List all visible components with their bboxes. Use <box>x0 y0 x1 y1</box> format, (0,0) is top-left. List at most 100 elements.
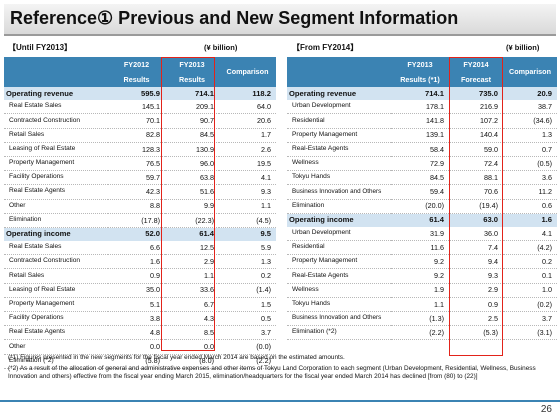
table-row: Property Management 139.1 140.4 1.3 <box>287 128 557 143</box>
row-value-1: 1.9 <box>391 283 449 298</box>
row-value-1: 84.5 <box>391 170 449 186</box>
row-value-2: 0.9 <box>449 297 503 313</box>
right-table-unit: (¥ billion) <box>506 43 540 52</box>
right-header-col2-type: Forecast <box>449 72 503 87</box>
row-value-1: (1.3) <box>391 311 449 327</box>
row-value-1: 61.4 <box>391 213 449 227</box>
row-value-1: 128.3 <box>108 142 165 157</box>
row-value-2: 84.5 <box>165 128 219 143</box>
row-comparison: 118.2 <box>219 87 276 101</box>
row-value-2: 0.0 <box>165 339 219 355</box>
row-value-2: 33.6 <box>165 283 219 298</box>
row-label: Operating revenue <box>287 87 391 101</box>
row-label: Operating income <box>287 213 391 227</box>
row-value-1: (17.8) <box>108 213 165 228</box>
row-value-1: 178.1 <box>391 100 449 115</box>
row-value-1: 72.9 <box>391 156 449 172</box>
row-label: Wellness <box>287 283 391 298</box>
left-header-col2-year: FY2013 <box>165 57 219 72</box>
table-section-row: Operating income 61.4 63.0 1.6 <box>287 213 557 227</box>
row-value-2: 90.7 <box>165 113 219 129</box>
row-value-2: 8.5 <box>165 325 219 341</box>
left-segment-table: FY2012 FY2013 Comparison Results Results… <box>4 57 276 369</box>
row-label: Facility Operations <box>4 311 108 327</box>
row-label: Tokyu Hands <box>287 297 391 313</box>
table-row: Other 0.0 0.0 (0.0) <box>4 339 276 355</box>
table-row: Real-Estate Agents 9.2 9.3 0.1 <box>287 268 557 284</box>
row-label: Retail Sales <box>4 268 108 284</box>
row-comparison: 0.5 <box>219 311 276 327</box>
row-comparison: 0.2 <box>219 268 276 284</box>
left-table-caption: 【Until FY2013】 <box>8 43 73 52</box>
table-row: Property Management 5.1 6.7 1.5 <box>4 297 276 313</box>
table-row: Leasing of Real Estate 35.0 33.6 (1.4) <box>4 283 276 298</box>
row-value-1: 52.0 <box>108 227 165 242</box>
row-value-1: 9.2 <box>391 254 449 270</box>
row-comparison: 5.9 <box>219 241 276 256</box>
row-comparison: 4.1 <box>219 170 276 186</box>
row-value-1: 11.6 <box>391 240 449 256</box>
table-row: Business Innovation and Others 59.4 70.6 11… <box>287 184 557 200</box>
row-comparison: 1.5 <box>219 297 276 313</box>
right-header-label <box>287 57 391 87</box>
row-value-2: 714.1 <box>165 87 219 101</box>
right-table-caption: 【From FY2014】 <box>292 43 359 52</box>
row-comparison: (3.1) <box>503 325 557 341</box>
row-comparison: 11.2 <box>503 184 557 200</box>
row-comparison: 0.6 <box>503 199 557 214</box>
row-value-1: 59.7 <box>108 170 165 186</box>
row-label: Property Management <box>287 128 391 143</box>
row-value-1: 9.2 <box>391 268 449 284</box>
table-row: Tokyu Hands 1.1 0.9 (0.2) <box>287 297 557 313</box>
row-value-2: 735.0 <box>449 87 503 101</box>
row-label: Facility Operations <box>4 170 108 186</box>
row-label: Elimination <box>287 199 391 214</box>
row-comparison: (0.0) <box>219 339 276 355</box>
table-row: Residential 11.6 7.4 (4.2) <box>287 240 557 256</box>
row-comparison: (4.2) <box>503 240 557 256</box>
row-value-2: 96.0 <box>165 156 219 172</box>
row-value-1: 595.9 <box>108 87 165 101</box>
row-value-1: 82.8 <box>108 128 165 143</box>
table-row: Elimination (*2) (2.2) (5.3) (3.1) <box>287 325 557 341</box>
row-value-2: 4.3 <box>165 311 219 327</box>
row-label: Real Estate Sales <box>4 241 108 256</box>
row-value-2: 70.6 <box>449 184 503 200</box>
row-value-2: 88.1 <box>449 170 503 186</box>
table-row: Real Estate Sales 6.6 12.5 5.9 <box>4 241 276 256</box>
row-label: Business Innovation and Others <box>287 184 391 200</box>
table-row: Property Management 76.5 96.0 19.5 <box>4 156 276 172</box>
row-label: Operating income <box>4 227 108 242</box>
table-row: Urban Development 178.1 216.9 38.7 <box>287 100 557 115</box>
table-section-row: Operating revenue 595.9 714.1 118.2 <box>4 87 276 101</box>
row-value-2: 59.0 <box>449 142 503 157</box>
row-value-1: (2.2) <box>391 325 449 341</box>
row-comparison: (1.4) <box>219 283 276 298</box>
row-value-1: 31.9 <box>391 226 449 242</box>
row-value-1: 1.6 <box>108 254 165 270</box>
table-row: Real Estate Sales 145.1 209.1 64.0 <box>4 100 276 115</box>
row-value-1: 58.4 <box>391 142 449 157</box>
row-value-2: 209.1 <box>165 100 219 115</box>
row-value-2: 216.9 <box>449 100 503 115</box>
row-value-1: 1.1 <box>391 297 449 313</box>
row-label: Elimination (*2) <box>287 325 391 341</box>
row-value-2: 130.9 <box>165 142 219 157</box>
row-value-2: (22.3) <box>165 213 219 228</box>
page-title: Reference① Previous and New Segment Info… <box>10 8 459 28</box>
row-label: Operating revenue <box>4 87 108 101</box>
right-segment-table: FY2013 FY2014 Comparison Results (*1) Fo… <box>287 57 557 341</box>
row-comparison: 20.9 <box>503 87 557 101</box>
row-comparison: 2.6 <box>219 142 276 157</box>
row-value-2: 6.7 <box>165 297 219 313</box>
row-value-2: 9.4 <box>449 254 503 270</box>
row-label: Business Innovation and Others <box>287 311 391 327</box>
left-header-col1-type: Results <box>108 72 165 87</box>
row-value-2: 1.1 <box>165 268 219 284</box>
table-row: Property Management 9.2 9.4 0.2 <box>287 254 557 270</box>
row-comparison: 1.0 <box>503 283 557 298</box>
row-value-2: (8.0) <box>165 354 219 369</box>
row-comparison: 19.5 <box>219 156 276 172</box>
row-comparison: 3.7 <box>219 325 276 341</box>
table-row: Retail Sales 82.8 84.5 1.7 <box>4 128 276 143</box>
